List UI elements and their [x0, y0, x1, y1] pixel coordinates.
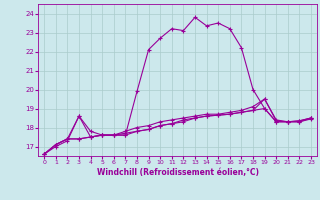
- X-axis label: Windchill (Refroidissement éolien,°C): Windchill (Refroidissement éolien,°C): [97, 168, 259, 177]
